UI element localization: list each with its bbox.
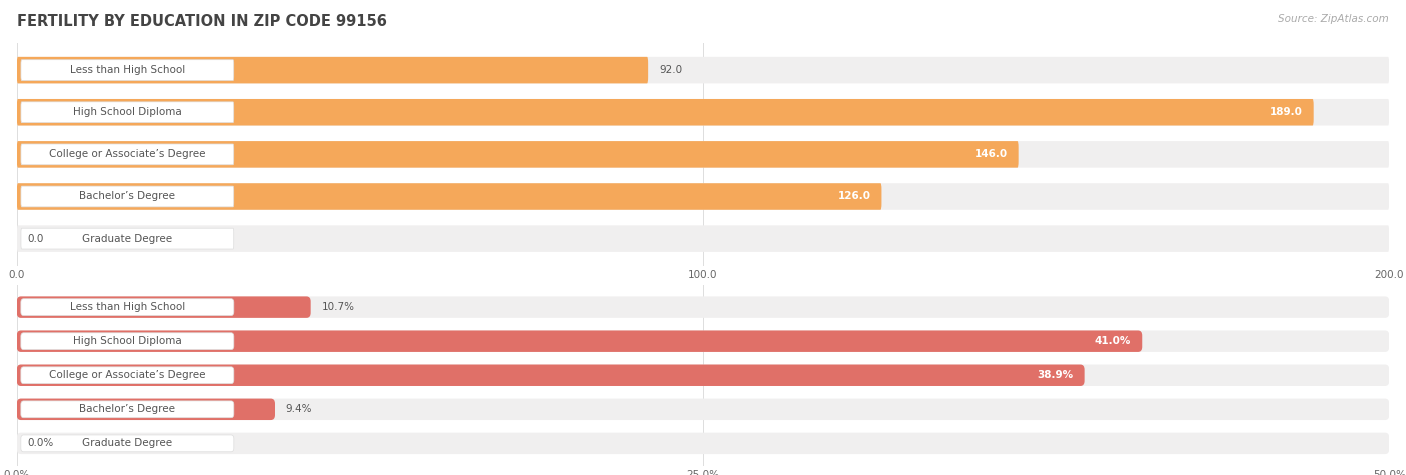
FancyBboxPatch shape bbox=[17, 99, 1389, 125]
Text: Bachelor’s Degree: Bachelor’s Degree bbox=[79, 404, 176, 414]
FancyBboxPatch shape bbox=[17, 433, 1389, 454]
FancyBboxPatch shape bbox=[21, 299, 233, 315]
Text: 10.7%: 10.7% bbox=[322, 302, 354, 312]
Text: 41.0%: 41.0% bbox=[1095, 336, 1132, 346]
FancyBboxPatch shape bbox=[17, 225, 1389, 252]
Text: Graduate Degree: Graduate Degree bbox=[83, 438, 173, 448]
FancyBboxPatch shape bbox=[17, 57, 1389, 84]
Text: Bachelor’s Degree: Bachelor’s Degree bbox=[79, 191, 176, 201]
FancyBboxPatch shape bbox=[21, 333, 233, 350]
Text: 92.0: 92.0 bbox=[659, 65, 682, 75]
FancyBboxPatch shape bbox=[17, 331, 1142, 352]
FancyBboxPatch shape bbox=[21, 401, 233, 418]
Text: 38.9%: 38.9% bbox=[1038, 370, 1074, 380]
FancyBboxPatch shape bbox=[17, 364, 1389, 386]
Text: High School Diploma: High School Diploma bbox=[73, 336, 181, 346]
Text: 146.0: 146.0 bbox=[974, 149, 1008, 160]
Text: College or Associate’s Degree: College or Associate’s Degree bbox=[49, 149, 205, 160]
Text: Less than High School: Less than High School bbox=[70, 302, 186, 312]
FancyBboxPatch shape bbox=[17, 296, 311, 318]
Text: FERTILITY BY EDUCATION IN ZIP CODE 99156: FERTILITY BY EDUCATION IN ZIP CODE 99156 bbox=[17, 14, 387, 29]
Text: Graduate Degree: Graduate Degree bbox=[83, 234, 173, 244]
FancyBboxPatch shape bbox=[17, 296, 1389, 318]
FancyBboxPatch shape bbox=[21, 435, 233, 452]
FancyBboxPatch shape bbox=[17, 141, 1019, 168]
FancyBboxPatch shape bbox=[17, 399, 276, 420]
Text: 0.0%: 0.0% bbox=[28, 438, 53, 448]
FancyBboxPatch shape bbox=[21, 60, 233, 81]
Text: 189.0: 189.0 bbox=[1270, 107, 1303, 117]
FancyBboxPatch shape bbox=[21, 144, 233, 165]
Text: College or Associate’s Degree: College or Associate’s Degree bbox=[49, 370, 205, 380]
FancyBboxPatch shape bbox=[21, 367, 233, 384]
FancyBboxPatch shape bbox=[17, 57, 648, 84]
FancyBboxPatch shape bbox=[17, 99, 1313, 125]
FancyBboxPatch shape bbox=[21, 228, 233, 249]
Text: Source: ZipAtlas.com: Source: ZipAtlas.com bbox=[1278, 14, 1389, 24]
Text: 126.0: 126.0 bbox=[838, 191, 870, 201]
Text: 9.4%: 9.4% bbox=[285, 404, 312, 414]
FancyBboxPatch shape bbox=[21, 102, 233, 123]
FancyBboxPatch shape bbox=[17, 141, 1389, 168]
FancyBboxPatch shape bbox=[17, 183, 882, 210]
FancyBboxPatch shape bbox=[17, 399, 1389, 420]
FancyBboxPatch shape bbox=[17, 331, 1389, 352]
Text: Less than High School: Less than High School bbox=[70, 65, 186, 75]
FancyBboxPatch shape bbox=[17, 183, 1389, 210]
FancyBboxPatch shape bbox=[17, 364, 1084, 386]
Text: 0.0: 0.0 bbox=[28, 234, 44, 244]
FancyBboxPatch shape bbox=[21, 186, 233, 207]
Text: High School Diploma: High School Diploma bbox=[73, 107, 181, 117]
